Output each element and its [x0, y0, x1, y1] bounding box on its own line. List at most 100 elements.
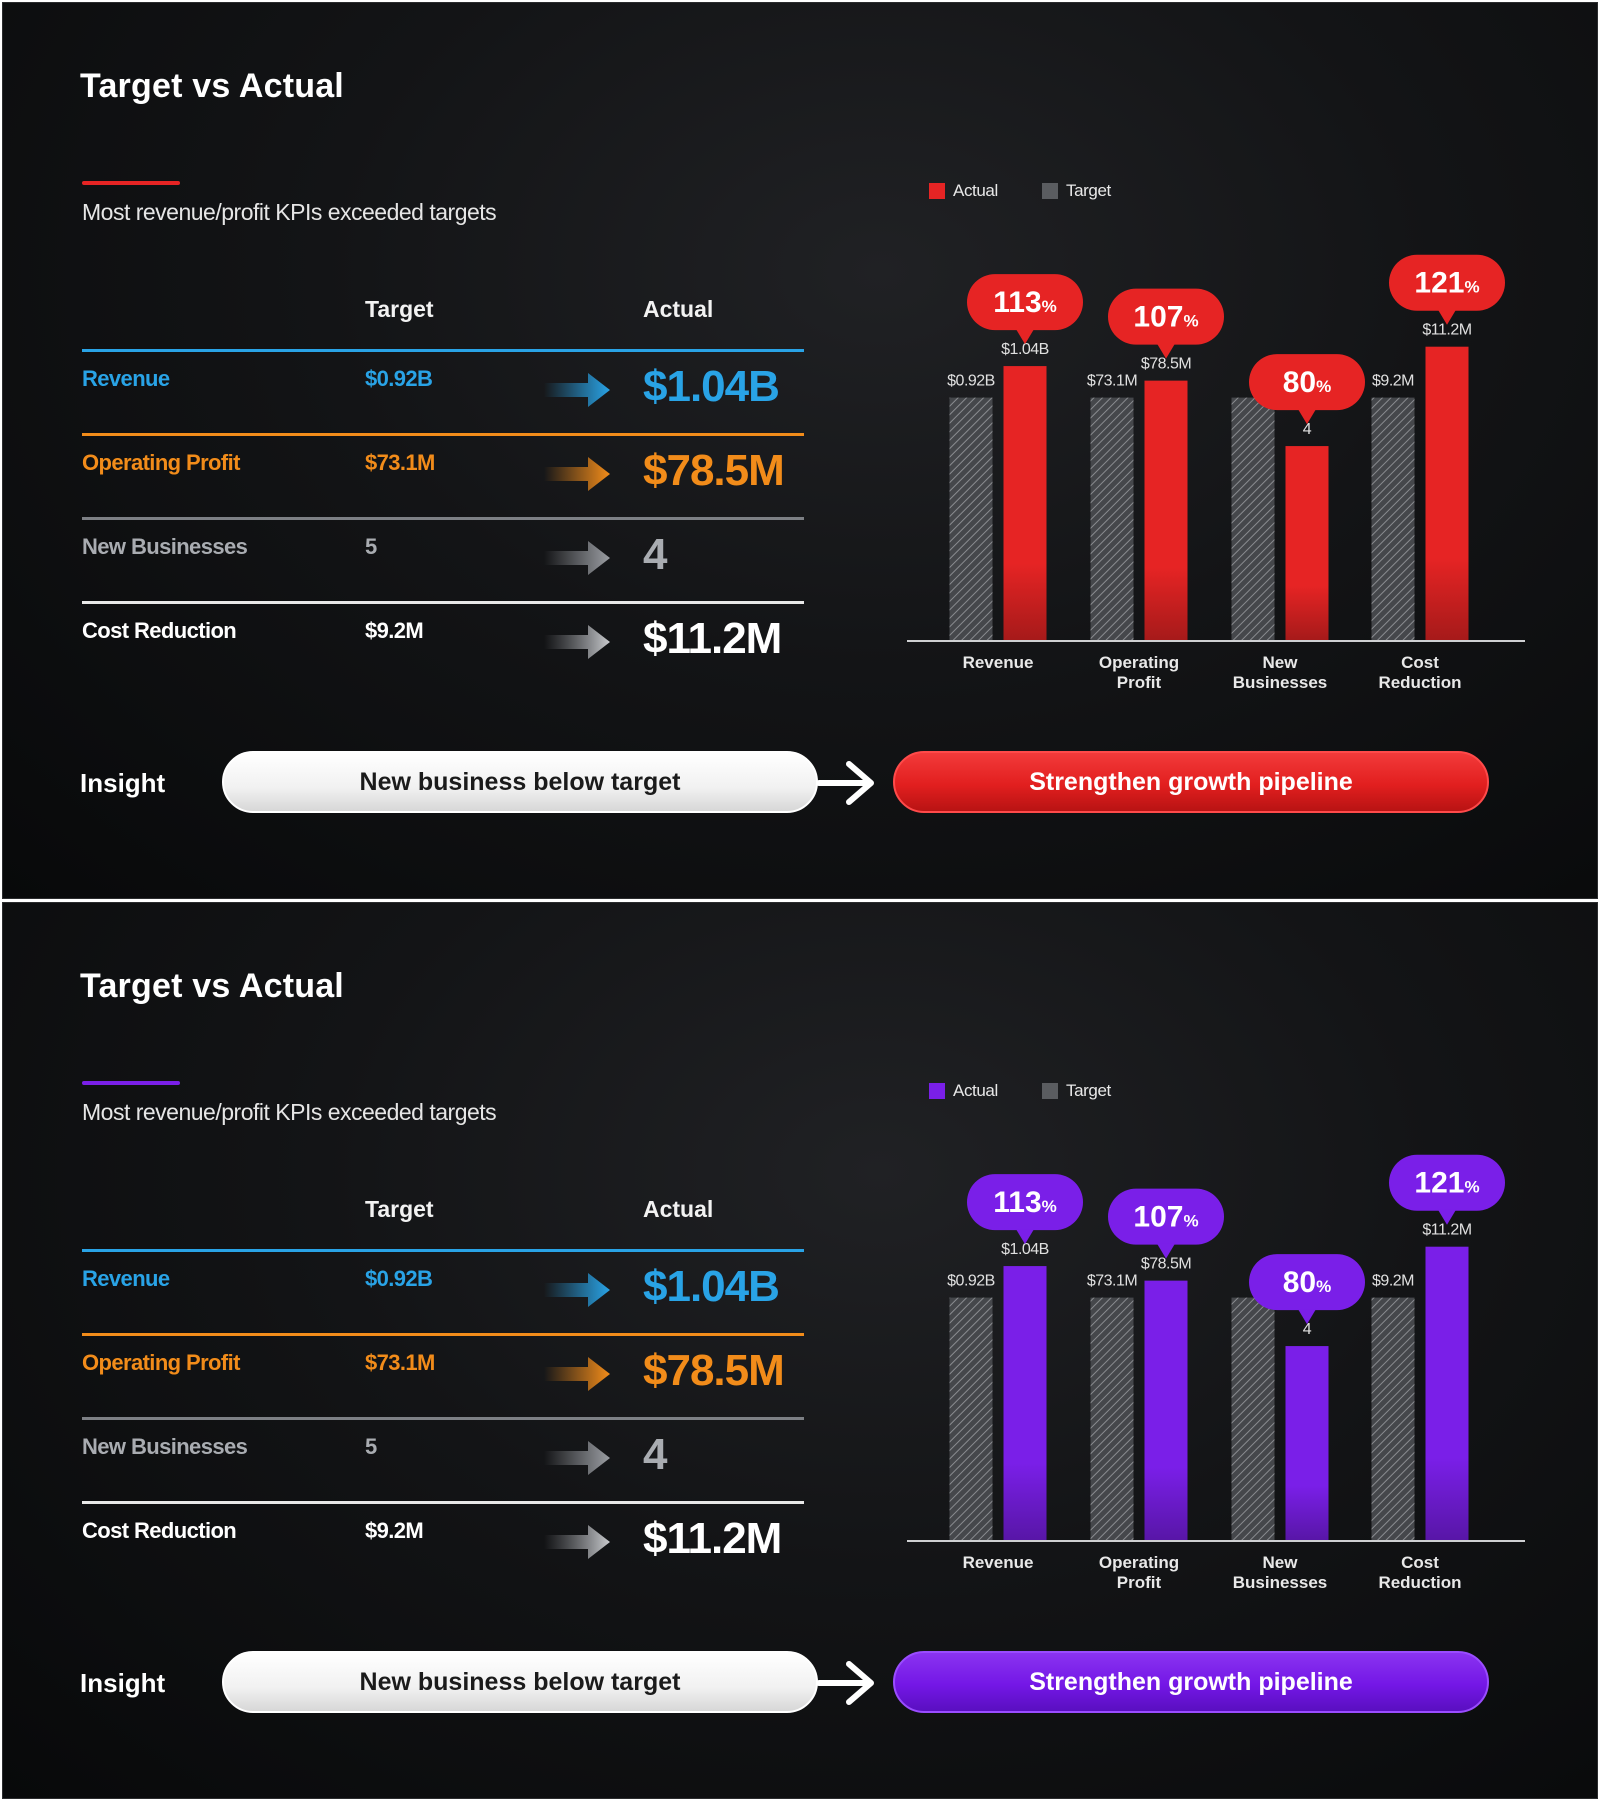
target-value-label: 5 [1249, 1273, 1258, 1290]
kpi-name: New Businesses [82, 1434, 248, 1459]
category-label: Cost [1401, 1553, 1439, 1572]
accent-line [82, 1081, 180, 1085]
kpi-target: $9.2M [365, 1518, 424, 1543]
target-value-label: $9.2M [1372, 373, 1414, 390]
legend-target: Target [1042, 1081, 1111, 1101]
kpi-row-new-businesses: New Businesses 5 4 [82, 1417, 804, 1501]
subtitle: Most revenue/profit KPIs exceeded target… [82, 199, 497, 225]
right-arrow-icon [544, 625, 610, 659]
actual-bar [1003, 1266, 1047, 1540]
legend-swatch [929, 183, 945, 199]
actual-bar [1144, 380, 1188, 640]
insight-label: Insight [80, 1668, 166, 1698]
category-label: Profit [1117, 673, 1162, 692]
kpi-target: $0.92B [365, 366, 433, 391]
category-label: Revenue [963, 653, 1034, 672]
attainment-bubble: 113% [967, 1174, 1083, 1245]
kpi-row-operating-profit: Operating Profit $73.1M $78.5M [82, 433, 804, 517]
slide-purple: Target vs Actual Most revenue/profit KPI… [2, 902, 1598, 1799]
attainment-bubble: 113% [967, 274, 1083, 345]
right-arrow-icon [544, 1357, 610, 1391]
category-label: Reduction [1378, 1573, 1461, 1592]
arrow-right-icon [817, 761, 874, 805]
kpi-row-new-businesses: New Businesses 5 4 [82, 517, 804, 601]
kpi-actual: 4 [643, 530, 668, 579]
actual-bar [1425, 1246, 1469, 1540]
attainment-pct: 113% [993, 286, 1057, 319]
insight-finding-pill: New business below target [222, 1651, 818, 1713]
category-label: Businesses [1233, 673, 1328, 692]
legend-label: Target [1066, 1081, 1111, 1100]
attainment-bubble: 121% [1389, 1154, 1505, 1225]
target-value-label: $73.1M [1087, 1273, 1138, 1290]
actual-bar [1285, 446, 1329, 640]
target-bar [1090, 1297, 1134, 1540]
actual-column-header: Actual [643, 296, 714, 322]
attainment-pct: 121% [1414, 267, 1479, 300]
actual-bar [1003, 366, 1047, 640]
kpi-row-operating-profit: Operating Profit $73.1M $78.5M [82, 1333, 804, 1417]
target-value-label: 5 [1249, 373, 1258, 390]
target-bar [1231, 397, 1275, 640]
kpi-target: $73.1M [365, 450, 435, 475]
kpi-name: Cost Reduction [82, 1518, 237, 1543]
target-bar [1371, 397, 1415, 640]
subtitle: Most revenue/profit KPIs exceeded target… [82, 1099, 497, 1125]
target-column-header: Target [365, 1196, 434, 1222]
kpi-actual: $78.5M [643, 1346, 785, 1395]
kpi-row-cost-reduction: Cost Reduction $9.2M $11.2M [82, 1501, 804, 1585]
kpi-name: Operating Profit [82, 1350, 240, 1375]
attainment-pct: 113% [993, 1186, 1057, 1219]
actual-value-label: $11.2M [1422, 322, 1471, 339]
actual-column-header: Actual [643, 1196, 714, 1222]
target-column-header: Target [365, 296, 434, 322]
attainment-bubble: 107% [1108, 1188, 1224, 1259]
category-label: Profit [1117, 1573, 1162, 1592]
accent-line [82, 181, 180, 185]
actual-bar [1425, 346, 1469, 640]
target-bar [1231, 1297, 1275, 1540]
kpi-actual: $1.04B [643, 1262, 780, 1311]
kpi-target: $9.2M [365, 618, 424, 643]
target-value-label: $73.1M [1087, 373, 1138, 390]
legend-actual: Actual [929, 1081, 998, 1101]
legend-swatch [1042, 1083, 1058, 1099]
kpi-actual: $11.2M [643, 1514, 782, 1563]
category-label: Businesses [1233, 1573, 1328, 1592]
kpi-target: $0.92B [365, 1266, 433, 1291]
attainment-bubble: 121% [1389, 254, 1505, 325]
right-arrow-icon [544, 541, 610, 575]
attainment-pct: 107% [1133, 301, 1198, 334]
right-arrow-icon [544, 457, 610, 491]
kpi-actual: $78.5M [643, 446, 785, 495]
target-bar [1090, 397, 1134, 640]
legend-swatch [929, 1083, 945, 1099]
right-arrow-icon [544, 1441, 610, 1475]
category-label: New [1263, 1553, 1299, 1572]
category-label: Reduction [1378, 673, 1461, 692]
actual-bar [1144, 1280, 1188, 1540]
attainment-bubble: 80% [1249, 1254, 1365, 1325]
actual-value-label: $11.2M [1422, 1222, 1471, 1239]
kpi-name: New Businesses [82, 534, 248, 559]
insight-finding-pill: New business below target [222, 751, 818, 813]
kpi-actual: $1.04B [643, 362, 780, 411]
actual-bar [1285, 1346, 1329, 1540]
target-bar [949, 397, 993, 640]
kpi-name: Revenue [82, 1266, 170, 1291]
right-arrow-icon [544, 373, 610, 407]
right-arrow-icon [544, 1525, 610, 1559]
attainment-bubble: 107% [1108, 288, 1224, 359]
slide-red: Target vs Actual Most revenue/profit KPI… [2, 2, 1598, 899]
actual-value-label: $1.04B [1001, 1241, 1049, 1258]
attainment-pct: 80% [1283, 366, 1332, 399]
attainment-pct: 121% [1414, 1167, 1479, 1200]
legend-target: Target [1042, 181, 1111, 201]
kpi-actual: $11.2M [643, 614, 782, 663]
page-title: Target vs Actual [80, 67, 344, 105]
category-label: Operating [1099, 1553, 1179, 1572]
attainment-pct: 107% [1133, 1201, 1198, 1234]
kpi-row-revenue: Revenue $0.92B $1.04B [82, 349, 804, 433]
legend-label: Actual [953, 1081, 998, 1100]
actual-value-label: 4 [1303, 421, 1312, 438]
